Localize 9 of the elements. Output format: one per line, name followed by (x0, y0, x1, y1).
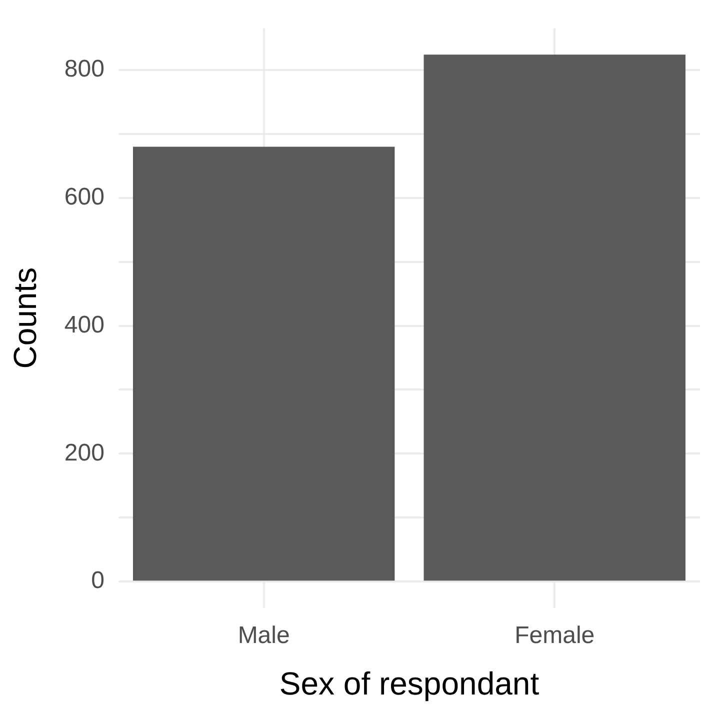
x-tick-label: Female (514, 622, 595, 649)
y-axis-title: Counts (7, 267, 44, 369)
y-tick-label: 400 (64, 311, 104, 338)
y-tick-label: 0 (91, 567, 104, 594)
x-axis-title: Sex of respondant (279, 666, 540, 702)
y-tick-label: 600 (64, 183, 104, 210)
x-tick-label: Male (238, 622, 290, 649)
y-tick-label: 800 (64, 56, 104, 83)
y-tick-label: 200 (64, 439, 104, 466)
